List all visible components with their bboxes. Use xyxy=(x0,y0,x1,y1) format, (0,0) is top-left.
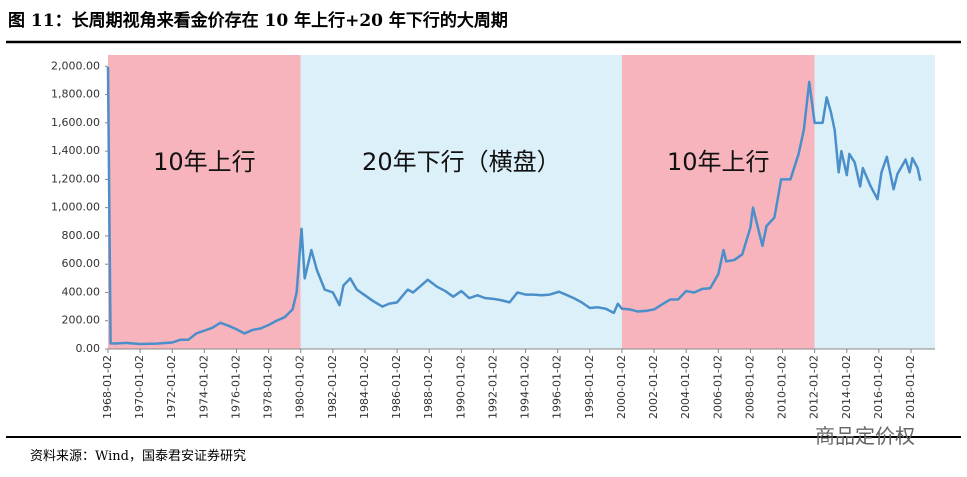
x-tick-label: 2014-01-02 xyxy=(840,355,853,419)
x-tick-label: 2006-01-02 xyxy=(711,355,724,419)
source: 资料来源：Wind，国泰君安证券研究 xyxy=(30,448,246,464)
x-tick-label: 2012-01-02 xyxy=(808,355,821,419)
y-tick-label: 400.00 xyxy=(62,285,101,298)
band-label: 10年上行 xyxy=(667,148,770,176)
x-tick-label: 1988-01-02 xyxy=(422,355,435,419)
price-line xyxy=(106,66,922,346)
y-tick-label: 2,000.00 xyxy=(51,59,100,72)
y-tick-label: 0.00 xyxy=(76,342,101,355)
y-tick-label: 1,400.00 xyxy=(51,144,100,157)
x-tick-label: 2016-01-02 xyxy=(872,355,885,419)
x-tick-label: 2008-01-02 xyxy=(743,355,756,419)
x-tick-label: 1978-01-02 xyxy=(262,355,275,419)
x-tick-label: 1968-01-02 xyxy=(101,355,114,419)
y-tick-label: 600.00 xyxy=(62,257,101,270)
period-band xyxy=(621,55,815,349)
watermark: 商品定价权 xyxy=(815,424,915,448)
x-tick-label: 2002-01-02 xyxy=(647,355,660,419)
x-tick-label: 1980-01-02 xyxy=(294,355,307,419)
x-tick-label: 1990-01-02 xyxy=(454,355,467,419)
period-band xyxy=(814,55,935,349)
period-band xyxy=(108,55,301,349)
y-tick-label: 1,800.00 xyxy=(51,88,100,101)
y-tick-label: 1,600.00 xyxy=(51,116,100,129)
y-tick-label: 1,000.00 xyxy=(51,201,100,214)
x-tick-label: 1974-01-02 xyxy=(197,355,210,419)
x-tick-label: 2010-01-02 xyxy=(776,355,789,419)
x-tick-label: 2000-01-02 xyxy=(615,355,628,419)
x-tick-label: 1976-01-02 xyxy=(229,355,242,419)
period-band xyxy=(300,55,622,349)
chart-title: 图 11：长周期视角来看金价存在 10 年上行+20 年下行的大周期 xyxy=(8,10,508,31)
x-tick-label: 1996-01-02 xyxy=(551,355,564,419)
x-tick-label: 1992-01-02 xyxy=(486,355,499,419)
x-tick-label: 1994-01-02 xyxy=(519,355,532,419)
x-tick-label: 2018-01-02 xyxy=(904,355,917,419)
y-tick-label: 1,200.00 xyxy=(51,172,100,185)
x-tick-label: 1986-01-02 xyxy=(390,355,403,419)
x-tick-label: 1982-01-02 xyxy=(326,355,339,419)
x-tick-label: 1998-01-02 xyxy=(583,355,596,419)
y-tick-label: 200.00 xyxy=(62,314,101,327)
x-tick-label: 1984-01-02 xyxy=(358,355,371,419)
band-label: 20年下行（横盘） xyxy=(362,148,561,176)
x-tick-label: 1970-01-02 xyxy=(133,355,146,419)
x-tick-label: 2004-01-02 xyxy=(679,355,692,419)
x-tick-label: 1972-01-02 xyxy=(165,355,178,419)
band-label: 10年上行 xyxy=(153,148,256,176)
y-tick-label: 800.00 xyxy=(62,229,101,242)
